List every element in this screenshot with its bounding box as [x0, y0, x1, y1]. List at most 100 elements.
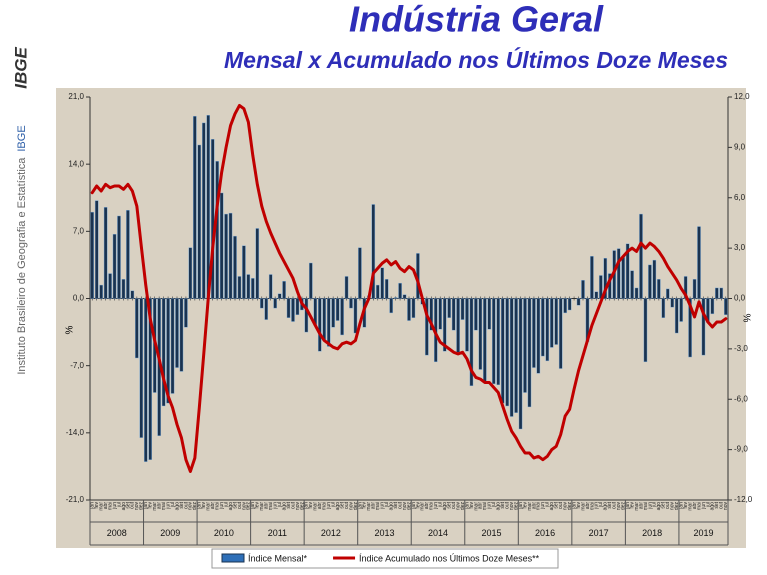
bar: [670, 298, 674, 308]
bar: [108, 273, 112, 299]
y2-tick-label: 6,0: [734, 193, 746, 202]
bar: [460, 298, 465, 320]
bar: [175, 298, 179, 368]
legend-label: Índice Mensal*: [248, 553, 308, 563]
x-tick-label: jul: [330, 502, 336, 508]
bar: [496, 298, 500, 386]
x-tick-label: dez: [567, 502, 573, 511]
bar: [268, 274, 273, 299]
x-tick-label: jun: [112, 502, 118, 510]
legend: Índice Mensal* Índice Acumulado nos Últim…: [211, 548, 559, 569]
bar: [184, 298, 188, 328]
y-tick-label: 21,0: [68, 92, 84, 101]
x-tick-label: jan: [197, 502, 203, 510]
year-label: 2012: [321, 528, 341, 538]
bar: [688, 298, 692, 358]
x-tick-label: mai: [589, 502, 595, 510]
bar: [349, 298, 353, 309]
x-tick-label: nov: [348, 502, 354, 511]
x-tick-label: mai: [643, 502, 649, 510]
x-tick-label: mai: [161, 502, 167, 510]
bar: [144, 298, 148, 462]
bar: [603, 258, 608, 299]
x-tick-label: abr: [692, 502, 698, 510]
bar: [487, 298, 492, 330]
x-tick-label: ago: [335, 502, 341, 511]
bar: [358, 247, 362, 299]
x-tick-label: mar: [687, 502, 693, 511]
bar: [94, 200, 99, 299]
x-tick-label: abr: [317, 502, 323, 510]
bar: [442, 298, 447, 352]
x-tick-label: jul: [277, 502, 283, 508]
bar: [532, 298, 536, 368]
x-tick-label: abr: [103, 502, 109, 510]
bar: [643, 298, 648, 363]
bar: [514, 298, 518, 413]
bar: [246, 274, 251, 299]
bar: [197, 144, 202, 299]
bar: [179, 298, 184, 372]
sidebar: Instituto Brasileiro de Geografia e Esta…: [16, 125, 28, 374]
bar: [554, 298, 558, 345]
x-tick-label: dez: [353, 502, 359, 511]
x-tick-label: jun: [594, 502, 600, 510]
x-tick-label: abr: [585, 502, 591, 510]
x-tick-label: abr: [424, 502, 430, 510]
bar: [126, 210, 130, 299]
x-tick-label: jun: [326, 502, 332, 510]
bar: [331, 298, 335, 328]
x-tick-label: fev: [148, 502, 154, 509]
x-tick-label: jul: [170, 502, 176, 508]
bar: [451, 298, 456, 331]
x-tick-label: abr: [531, 502, 537, 510]
x-tick-label: mar: [634, 502, 640, 511]
x-tick-label: ago: [656, 502, 662, 511]
x-tick-label: nov: [455, 502, 461, 511]
logo: IBGE: [11, 47, 30, 89]
bar: [465, 298, 469, 352]
bar: [411, 298, 416, 318]
y2-tick-label: -9,0: [734, 445, 748, 454]
bar: [371, 204, 376, 299]
y-tick-label: -14,0: [66, 428, 85, 437]
bar: [335, 298, 340, 321]
bar: [291, 298, 295, 322]
bar: [389, 298, 393, 314]
bar: [616, 248, 621, 299]
x-tick-label: jan: [518, 502, 524, 510]
x-tick-label: set: [125, 501, 131, 508]
y2-tick-label: -6,0: [734, 394, 748, 403]
x-tick-label: set: [339, 501, 345, 508]
x-tick-label: jun: [165, 502, 171, 510]
x-tick-label: jan: [250, 502, 256, 510]
bar: [384, 279, 389, 299]
bar: [456, 298, 460, 353]
x-tick-label: jul: [652, 502, 658, 508]
bar: [634, 287, 639, 299]
x-tick-label: set: [714, 501, 720, 508]
y2-tick-label: 12,0: [734, 92, 750, 101]
x-tick-label: out: [558, 501, 564, 509]
bar: [590, 256, 594, 299]
bar: [407, 298, 411, 321]
x-tick-label: ago: [496, 502, 502, 511]
bar: [237, 276, 242, 299]
x-tick-label: mai: [107, 502, 113, 510]
x-tick-label: mar: [259, 502, 265, 511]
x-tick-label: jan: [411, 502, 417, 510]
bar: [625, 243, 630, 299]
x-tick-label: jun: [219, 502, 225, 510]
bar: [340, 298, 344, 336]
x-tick-label: jun: [380, 502, 386, 510]
chart-title: Indústria Geral: [349, 0, 604, 40]
x-tick-label: jul: [384, 502, 390, 508]
bar: [536, 298, 541, 374]
bar: [425, 298, 429, 356]
x-tick-label: out: [290, 501, 296, 509]
bar: [648, 264, 652, 299]
x-tick-label: fev: [362, 502, 368, 509]
bar: [500, 298, 505, 404]
y-tick-label: -7,0: [70, 361, 84, 370]
